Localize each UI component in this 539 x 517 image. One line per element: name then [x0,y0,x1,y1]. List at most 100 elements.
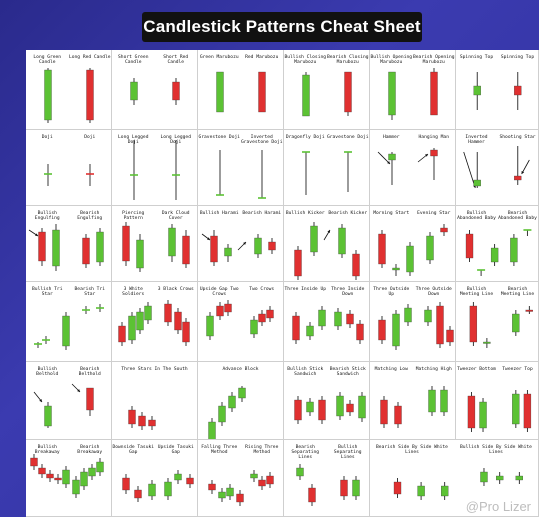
bullish-candle [483,341,491,344]
pattern-illustration [393,468,523,500]
pattern-label: Shooting Star [499,135,536,140]
bearish-candle [318,399,326,421]
bearish-candle [174,311,182,331]
bullish-candle [168,227,176,257]
bearish-candle [467,395,476,429]
bearish-candle [356,323,364,341]
pattern-label: Bullish Engulfing [34,211,60,222]
pattern-label: Downside Tasuki Gap [112,445,155,456]
pattern-label: Three Stars In The South [121,367,188,372]
bearish-candle [118,325,126,343]
bearish-candle [182,235,190,265]
bullish-candle [238,387,246,399]
bullish-candle [80,471,88,487]
bearish-candle [38,231,46,262]
bullish-candle [336,395,344,417]
bearish-candle [216,305,224,317]
pattern-illustration [28,224,104,271]
pattern-label: Bullish Side By Side White Lines [460,445,532,456]
bullish-candle [208,421,216,439]
bearish-candle [294,399,302,421]
pattern-label: Bullish Abandoned Baby [457,211,496,222]
pattern-label: Short Red Candle [163,55,189,66]
pattern-cell: Green Marubozu Red Marubozu [198,50,284,130]
pattern-label: Bearish Closing Marubozu [327,55,369,66]
pattern-label: Three Inside Down [331,287,365,298]
pattern-label: Bearish Meeting Line [500,287,535,298]
pattern-cell: Hammer Hanging Man [370,130,456,206]
bullish-candle [318,309,326,327]
pattern-label: Bearish Tri Star [74,287,105,298]
pattern-illustration [30,454,104,498]
pattern-illustration [292,306,364,344]
pattern-illustration [33,383,94,428]
bullish-candle [512,393,520,425]
bullish-candle [206,315,214,337]
bullish-candle [44,405,52,427]
bearish-candle [430,71,438,116]
pattern-label: Long Legged Doji [118,135,149,146]
pattern-label: Matching Low [374,367,408,372]
bullish-candle [404,307,412,323]
pattern-cell: Bullish Opening Marubozu Bearish Opening … [370,50,456,130]
bearish-candle [182,321,190,343]
pattern-label: Bullish Stick Sandwich [287,367,324,378]
bearish-candle [210,235,218,263]
bullish-candle [302,74,310,117]
bullish-candle [310,225,318,253]
pattern-illustration [44,164,94,186]
bullish-candle [424,309,432,323]
bullish-candle [515,475,523,481]
pattern-label: Bullish Kicker [285,211,325,216]
pattern-label: Inverted Hammer [465,135,488,146]
bullish-candle [473,179,481,187]
pattern-illustration [206,300,274,340]
pattern-illustration [380,386,448,428]
bearish-candle [186,477,194,485]
pattern-label: Bullish Closing Marubozu [284,55,327,66]
pattern-cell: Bullish Meeting Line Bearish Meeting Line [456,282,539,362]
bearish-candle [352,253,360,277]
pattern-label: Evening Star [417,211,451,216]
pattern-label: Piercing Pattern [122,211,145,222]
pattern-illustration [467,390,532,432]
bearish-candle [268,241,276,251]
pattern-illustration [377,148,438,185]
arrow-head [521,171,525,174]
pattern-label: Red Marubozu [245,55,279,60]
pattern-label: Bearish Breakaway [77,445,103,456]
pattern-illustration [208,386,246,439]
pattern-cell: Bullish Tri Star Bearish Tri Star [26,282,112,362]
bearish-candle [294,249,302,277]
pattern-illustration [294,222,360,280]
pattern-label: Spinning Top [459,55,494,60]
bearish-candle [266,475,274,485]
pattern-label: Bullish Meeting Line [459,287,494,298]
pattern-label: Inverted Gravestone Doji [241,135,283,146]
pattern-label: Long Green Candle [33,55,62,66]
bearish-candle [525,309,533,312]
pattern-illustration [296,464,360,506]
bearish-candle [308,487,316,503]
bearish-candle [258,71,266,113]
bearish-candle [236,493,244,503]
arrow-head [243,242,246,245]
arrow-head [387,161,390,164]
bullish-candle [428,389,436,413]
bullish-candle [250,473,258,479]
pattern-label: Tweezer Bottom [457,367,496,372]
bullish-candle [426,235,434,261]
bullish-candle [96,231,104,263]
pattern-cell: Bullish Harami Bearish Harami [198,206,284,282]
arrow-head [77,389,80,392]
pattern-label: Bearish Kicker [328,211,368,216]
pattern-illustration [473,72,522,110]
watermark: @Pro Lizer [465,499,531,514]
pattern-illustration [465,229,532,276]
bullish-candle [174,473,182,481]
bearish-candle [128,409,136,425]
pattern-label: Gravestone Doji [327,135,369,140]
pattern-illustration [469,302,533,348]
pattern-illustration [216,71,266,113]
